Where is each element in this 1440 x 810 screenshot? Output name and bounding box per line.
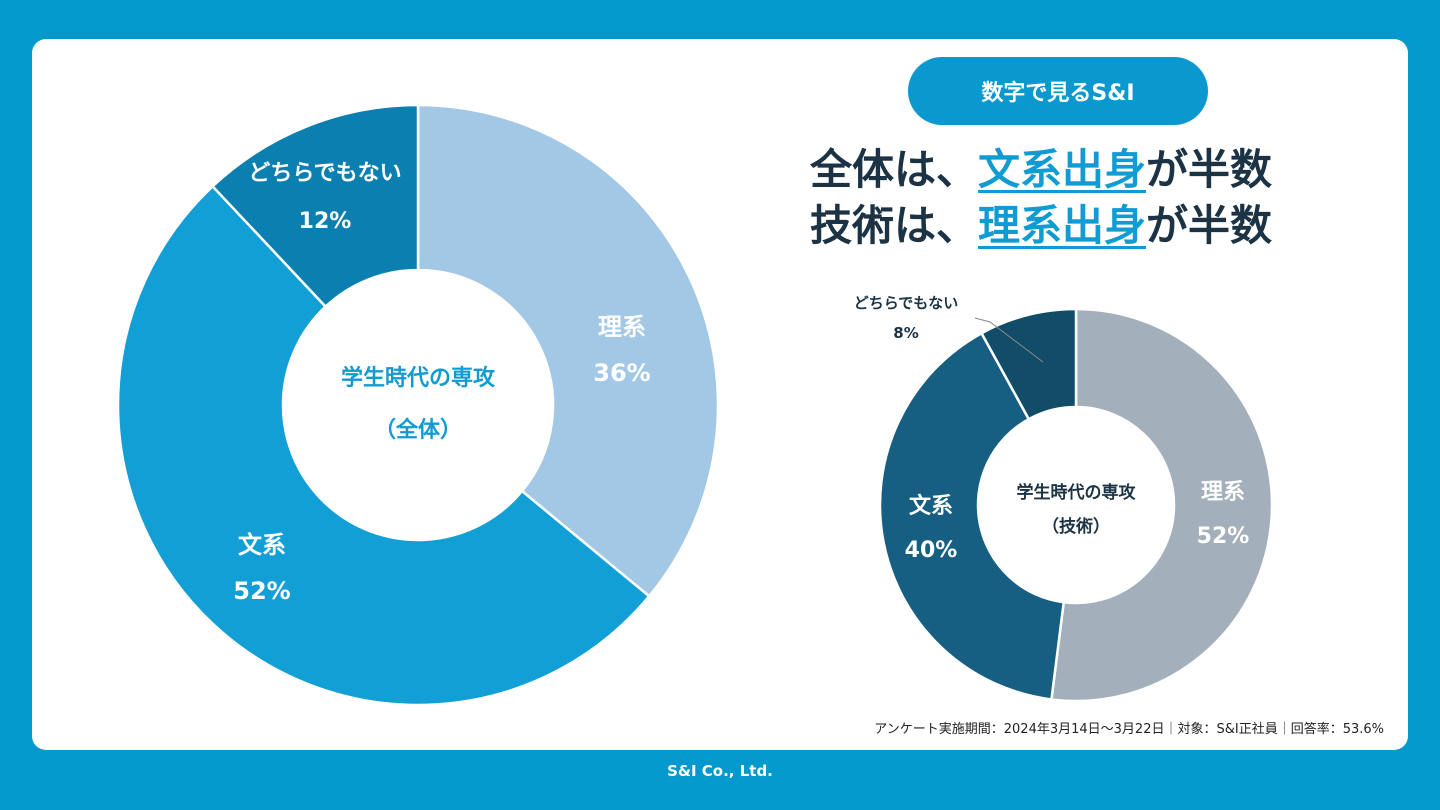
value-label: 52%: [1196, 524, 1250, 549]
donut-slice-2: [979, 307, 1078, 421]
slice-label-neither: どちらでもない 8%: [854, 288, 959, 348]
headline-highlight: 理系出身: [978, 201, 1147, 250]
headline-line-2: 技術は、理系出身が半数: [810, 198, 1272, 254]
leader-line: [974, 317, 1044, 363]
category-label: どちらでもない: [853, 294, 959, 312]
headline-highlight: 文系出身: [978, 145, 1147, 194]
chart-subtitle: （全体）: [373, 418, 463, 443]
category-label: 文系: [237, 531, 286, 559]
value-label: 8%: [893, 324, 919, 342]
chart-subtitle: （技術）: [1042, 517, 1110, 537]
donut-slice-0: [1050, 307, 1274, 703]
slice-label-bunkei: 文系 52%: [233, 522, 290, 614]
value-label: 52%: [233, 577, 291, 605]
headline-text: 全体は、: [810, 145, 979, 194]
category-label: 文系: [908, 494, 954, 519]
category-label: どちらでもない: [248, 161, 402, 186]
headline: 全体は、文系出身が半数 技術は、理系出身が半数: [810, 142, 1272, 254]
donut-slice-0: [416, 103, 720, 598]
donut-slice-2: [210, 103, 420, 309]
headline-text: が半数: [1146, 201, 1273, 250]
category-label: 理系: [597, 313, 646, 341]
slice-label-rikei: 理系 36%: [593, 304, 650, 396]
value-label: 40%: [904, 538, 958, 563]
value-label: 12%: [298, 209, 352, 234]
value-label: 36%: [593, 359, 651, 387]
headline-line-1: 全体は、文系出身が半数: [810, 142, 1272, 198]
survey-note: アンケート実施期間：2024年3月14日〜3月22日｜対象：S&I正社員｜回答率…: [874, 722, 1384, 737]
donut-slice-1: [878, 331, 1066, 701]
donut-overall: [116, 103, 720, 707]
donut-slice-1: [116, 184, 651, 707]
headline-text: 技術は、: [810, 201, 979, 250]
slice-label-rikei: 理系 52%: [1197, 471, 1250, 559]
category-label: 理系: [1200, 480, 1246, 505]
slice-label-bunkei: 文系 40%: [905, 485, 958, 573]
chart-title: 学生時代の専攻: [1016, 483, 1136, 503]
center-label-overall: 学生時代の専攻 （全体）: [341, 353, 495, 457]
chart-title: 学生時代の専攻: [340, 366, 496, 391]
center-label-engineering: 学生時代の専攻 （技術）: [1017, 476, 1136, 544]
footer-company: S&I Co., Ltd.: [667, 762, 773, 780]
badge: 数字で見るS&I: [908, 57, 1208, 125]
donut-engineering: [878, 307, 1274, 703]
headline-text: が半数: [1146, 145, 1273, 194]
slice-label-neither: どちらでもない 12%: [248, 150, 401, 246]
